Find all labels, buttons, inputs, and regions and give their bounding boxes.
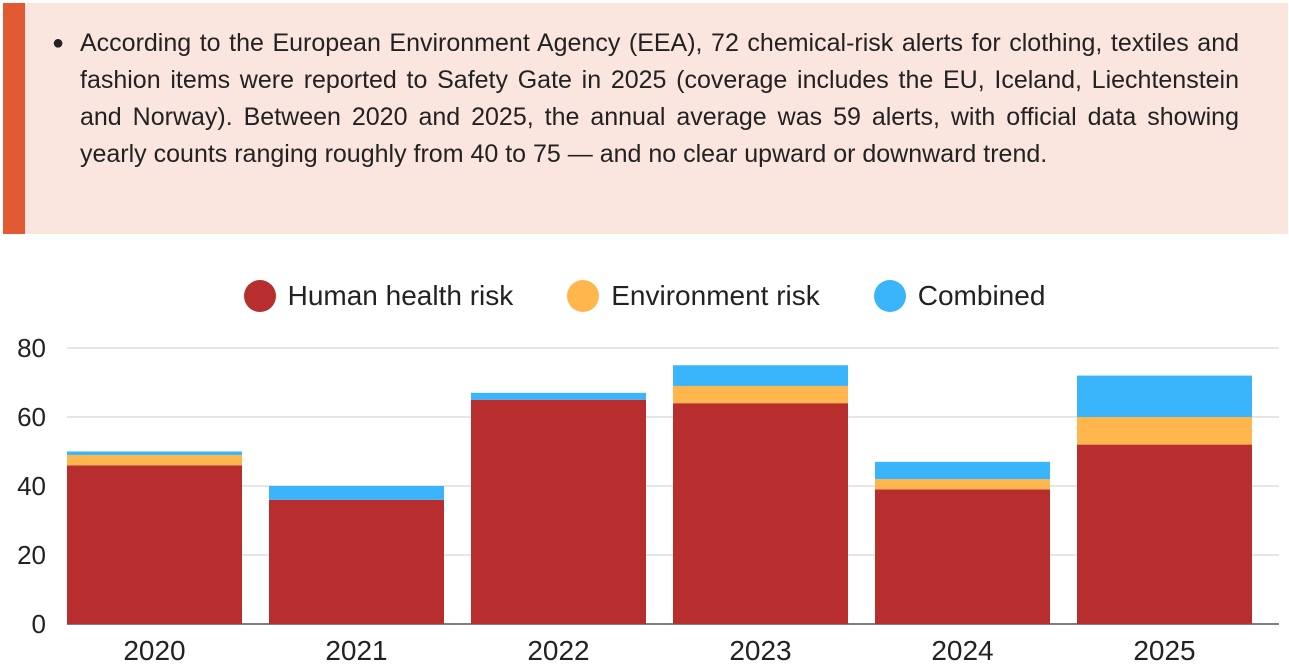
- bar-segment[interactable]: [67, 465, 242, 624]
- bar-segment[interactable]: [673, 365, 848, 386]
- bar-segment[interactable]: [67, 451, 242, 455]
- legend-swatch-icon: [243, 280, 276, 312]
- legend-swatch-icon: [567, 280, 600, 312]
- bar-segment[interactable]: [673, 385, 848, 404]
- bar-segment[interactable]: [875, 479, 1050, 490]
- y-tick-label: 0: [32, 609, 46, 639]
- legend-label: Human health risk: [287, 280, 514, 311]
- y-tick-label: 60: [17, 402, 46, 432]
- y-tick-label: 20: [17, 540, 46, 570]
- legend-item-environment[interactable]: Environment risk: [567, 280, 820, 312]
- legend-label: Environment risk: [611, 280, 820, 311]
- x-tick-label: 2025: [1133, 635, 1195, 666]
- callout-text: According to the European Environment Ag…: [80, 29, 1239, 168]
- bar-segment[interactable]: [1077, 375, 1252, 417]
- bar-segment[interactable]: [1077, 417, 1252, 445]
- x-tick-label: 2023: [729, 635, 791, 666]
- x-tick-label: 2024: [931, 635, 993, 666]
- bar-segment[interactable]: [269, 499, 444, 624]
- bar-segment[interactable]: [269, 486, 444, 500]
- bar-segment[interactable]: [875, 461, 1050, 480]
- y-tick-label: 40: [17, 471, 46, 501]
- chart-legend: Human health risk Environment risk Combi…: [0, 276, 1289, 316]
- info-callout: ● According to the European Environment …: [3, 3, 1288, 234]
- legend-item-human-health[interactable]: Human health risk: [243, 280, 514, 312]
- callout-accent-bar: [3, 3, 25, 234]
- bar-segment[interactable]: [471, 392, 646, 400]
- legend-swatch-icon: [873, 280, 906, 312]
- x-tick-label: 2021: [325, 635, 387, 666]
- bullet-icon: ●: [52, 32, 65, 54]
- bar-segment[interactable]: [1077, 444, 1252, 624]
- stacked-bar-chart: 0 20 40 60 80 2020 2021 2022 2023 2024 2025: [17, 333, 1279, 666]
- bar-segment[interactable]: [875, 489, 1050, 624]
- y-tick-label: 80: [17, 333, 46, 363]
- legend-item-combined[interactable]: Combined: [873, 280, 1046, 312]
- x-tick-label: 2022: [527, 635, 589, 666]
- bar-segment[interactable]: [471, 399, 646, 624]
- bar-segment[interactable]: [673, 403, 848, 624]
- legend-label: Combined: [917, 280, 1046, 311]
- bar-segment[interactable]: [67, 454, 242, 466]
- x-tick-label: 2020: [123, 635, 185, 666]
